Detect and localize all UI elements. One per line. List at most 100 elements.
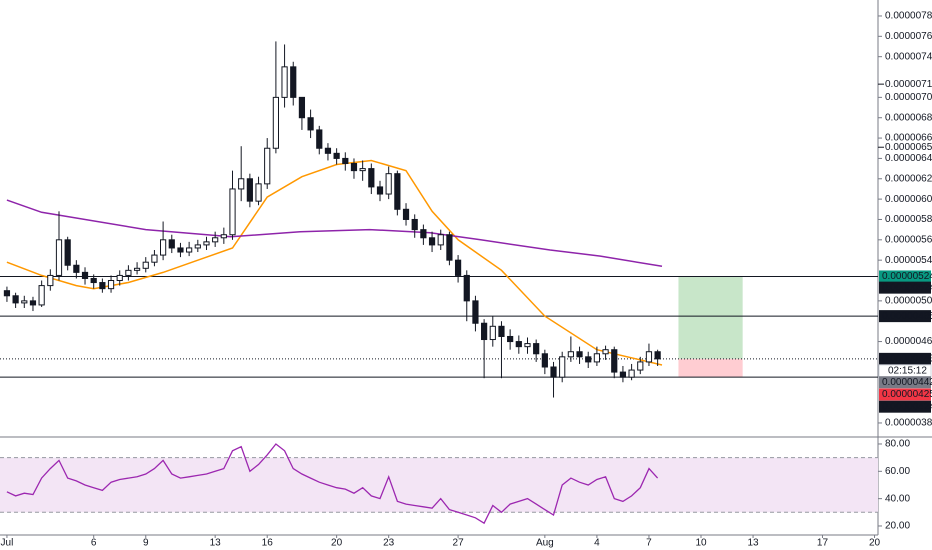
price-label: 0.00000524 xyxy=(882,271,932,282)
price-label-box xyxy=(879,352,931,365)
candle-body xyxy=(481,322,488,341)
candle-body xyxy=(47,274,54,287)
candle-body xyxy=(281,66,288,98)
candle-body xyxy=(194,244,201,249)
candle-body xyxy=(576,351,583,358)
candle-body xyxy=(541,353,548,368)
candle-body xyxy=(446,234,453,261)
countdown: 02:15:12 xyxy=(888,365,927,376)
candle-body xyxy=(90,277,97,284)
candle-body xyxy=(290,66,297,98)
candle-body xyxy=(255,183,262,202)
candle-body xyxy=(463,274,470,302)
candle-body xyxy=(333,152,340,159)
x-tick-label: 16 xyxy=(262,538,274,549)
candle-body xyxy=(515,341,522,348)
candle-body xyxy=(593,353,601,363)
price-marker-label: 0.00000651 xyxy=(885,142,932,153)
moving-average xyxy=(6,159,663,366)
candle-body xyxy=(428,237,436,246)
candle-body xyxy=(385,173,392,195)
rsi-band xyxy=(0,457,878,513)
candle-body xyxy=(602,349,609,355)
rsi-tick-label: 40.00 xyxy=(885,493,910,504)
rsi-tick-label: 80.00 xyxy=(885,439,910,450)
price-label: 0.00000524 xyxy=(882,282,932,293)
x-tick-label: 13 xyxy=(748,538,760,549)
candle-body xyxy=(99,282,106,290)
price-label: 0.00000424 xyxy=(882,401,932,412)
candle-body xyxy=(611,349,618,373)
price-label: 0.00000442 xyxy=(882,377,932,388)
candle-body xyxy=(411,218,418,231)
candle-body xyxy=(402,208,410,220)
x-tick-label: 9 xyxy=(143,538,149,549)
candle-body xyxy=(186,247,193,253)
price-label-box xyxy=(879,400,931,413)
candle-body xyxy=(272,96,279,149)
candle-body xyxy=(116,274,123,282)
candle-body xyxy=(533,343,540,355)
candle-body xyxy=(454,259,462,276)
candle-body xyxy=(229,188,236,236)
moving-average xyxy=(6,199,663,268)
rsi-line xyxy=(6,443,659,525)
candle-body xyxy=(246,178,253,202)
candle-body xyxy=(238,178,245,190)
candle-body xyxy=(498,325,505,337)
candle-body xyxy=(394,173,401,210)
x-tick-label: 13 xyxy=(210,538,222,549)
candle-body xyxy=(628,369,635,378)
candle-body xyxy=(524,343,531,348)
candle-body xyxy=(81,271,89,279)
candle-body xyxy=(142,261,149,269)
price-label: 0.00000443 xyxy=(882,353,932,364)
candle-body xyxy=(168,239,175,249)
x-tick-label: 27 xyxy=(453,538,465,549)
candle-body xyxy=(125,269,132,276)
candle-body xyxy=(585,356,592,363)
price-label-box xyxy=(879,310,931,323)
candle-body xyxy=(298,96,306,119)
candle-body xyxy=(342,157,349,165)
x-tick-label: 7 xyxy=(646,538,652,549)
price-label: 0.00000485 xyxy=(882,311,932,322)
candle-body xyxy=(368,168,375,188)
rsi-tick-label: 60.00 xyxy=(885,466,910,477)
candle-body xyxy=(220,234,227,239)
candle-body xyxy=(177,247,184,253)
candle-body xyxy=(133,267,141,271)
x-tick-label: 10 xyxy=(695,538,707,549)
candle-body xyxy=(489,325,496,341)
rsi-tick-label: 20.00 xyxy=(885,521,910,532)
x-tick-label: 4 xyxy=(594,538,600,549)
candle-body xyxy=(160,239,167,256)
candle-body xyxy=(107,280,115,290)
candle-body xyxy=(507,335,514,343)
price-label-box xyxy=(879,270,931,283)
candle-body xyxy=(645,351,653,363)
price-label-box xyxy=(879,376,931,389)
price-label: 0.00000425 xyxy=(882,389,932,400)
price-label-box xyxy=(879,281,931,294)
candle-body xyxy=(64,239,71,266)
candle-body xyxy=(316,129,323,149)
candle-body xyxy=(654,351,661,360)
x-tick-label: 20 xyxy=(869,538,881,549)
candle-body xyxy=(29,300,37,306)
candle-body xyxy=(307,117,314,131)
candle-body xyxy=(12,295,19,304)
